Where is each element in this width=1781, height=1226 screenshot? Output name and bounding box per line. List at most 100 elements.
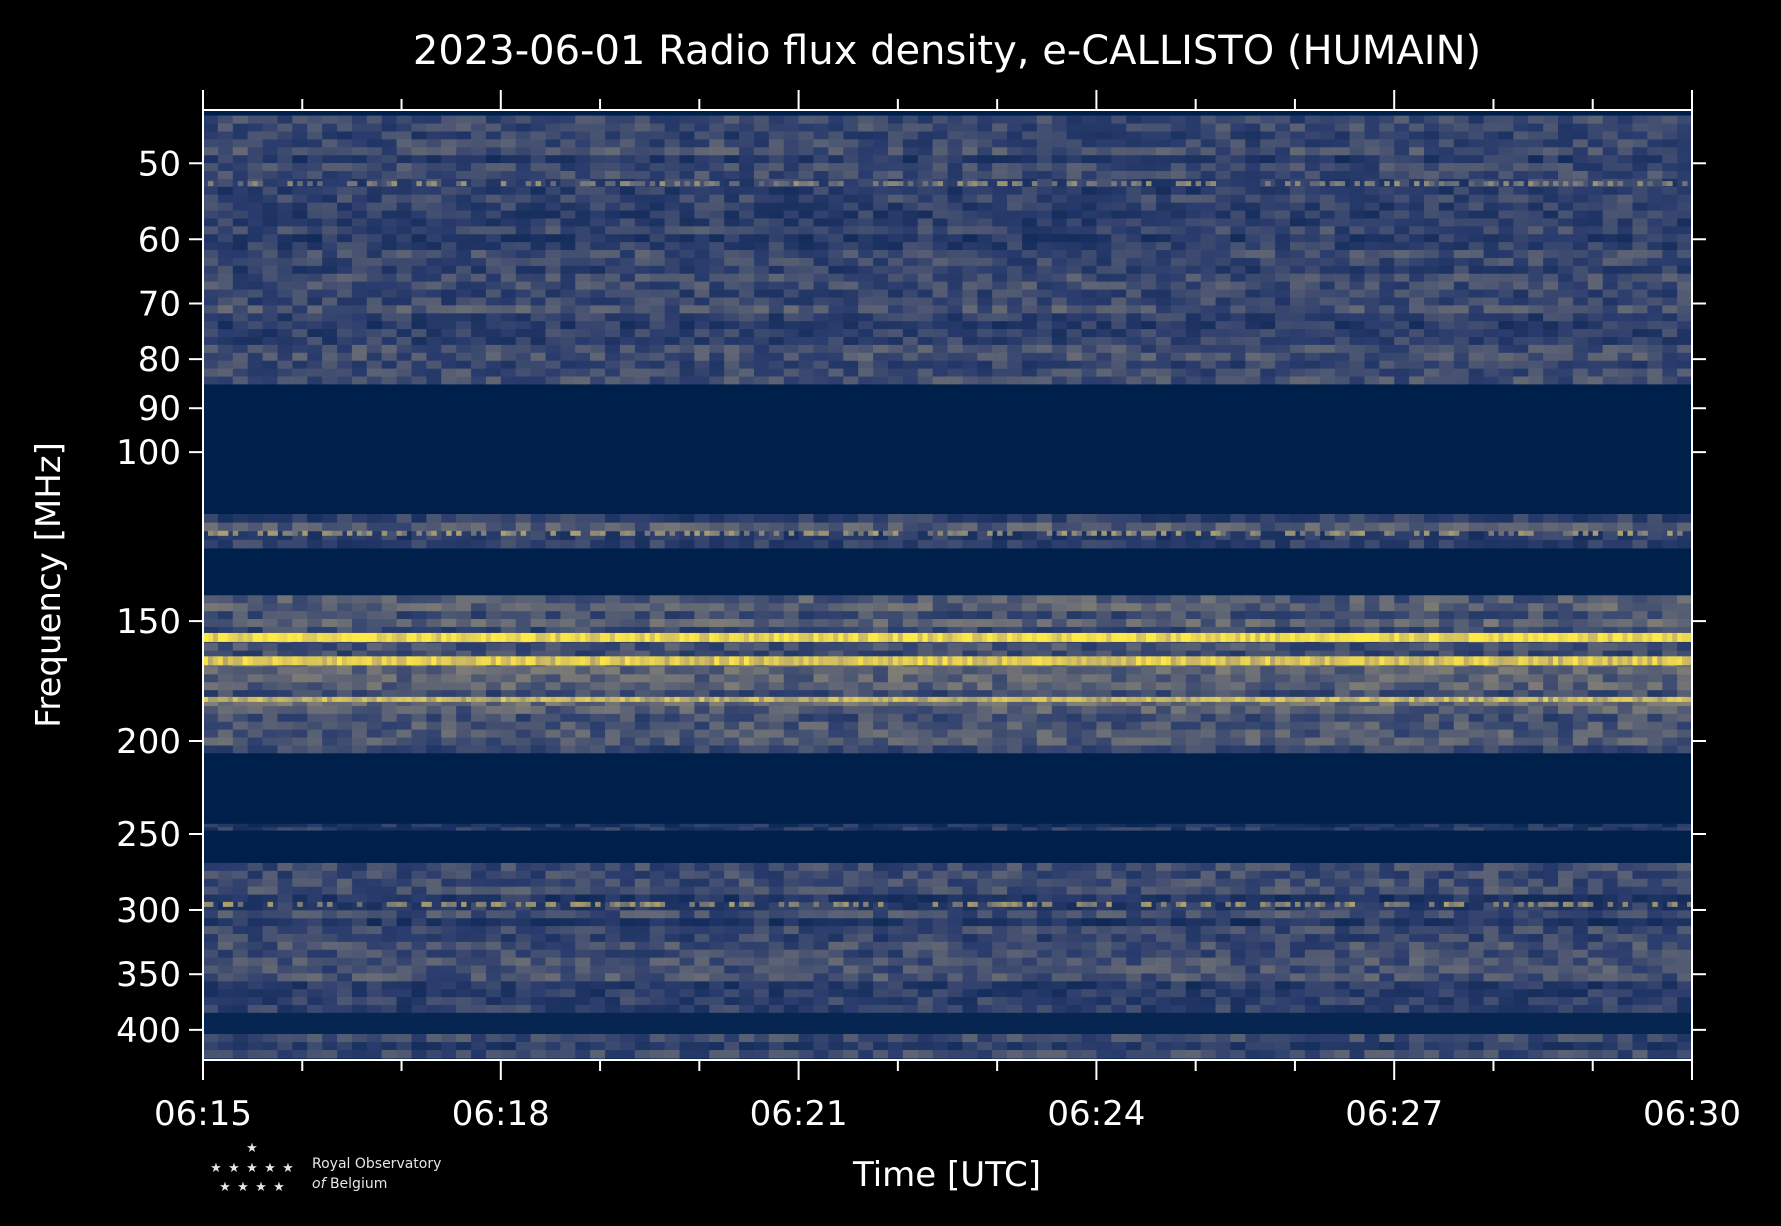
- band-cell: [694, 353, 709, 361]
- band-cell: [1111, 234, 1126, 242]
- band-cell: [709, 218, 724, 226]
- band-cell: [1245, 234, 1260, 242]
- band-cell: [1528, 595, 1543, 603]
- band-cell: [263, 282, 278, 290]
- band-cell: [635, 643, 650, 651]
- band-cell: [1350, 163, 1365, 171]
- band-cell: [590, 290, 605, 298]
- band-cell: [635, 124, 650, 132]
- band-cell: [590, 540, 605, 549]
- band-cell: [1126, 203, 1141, 211]
- band-cell: [873, 603, 888, 611]
- band-cell: [918, 274, 933, 282]
- band-cell: [367, 147, 382, 155]
- band-cell: [307, 619, 322, 627]
- band-cell: [1275, 611, 1290, 619]
- band-cell: [903, 139, 918, 147]
- band-cell: [352, 353, 367, 361]
- band-cell: [679, 540, 694, 549]
- band-cell: [1409, 523, 1424, 532]
- band-cell: [1126, 313, 1141, 321]
- band-cell: [1201, 369, 1216, 377]
- band-cell: [828, 297, 843, 305]
- band-cell: [1498, 218, 1513, 226]
- band-cell: [218, 218, 233, 226]
- band-cell: [1379, 266, 1394, 274]
- band-cell: [1037, 345, 1052, 353]
- band-cell: [411, 321, 426, 329]
- band-cell: [248, 187, 263, 195]
- band-cell: [1335, 611, 1350, 619]
- band-cell: [873, 514, 888, 523]
- band-cell: [322, 139, 337, 147]
- band-cell: [1454, 139, 1469, 147]
- band-cell: [382, 345, 397, 353]
- band-cell: [1439, 290, 1454, 298]
- band-cell: [605, 666, 620, 674]
- band-cell: [724, 523, 739, 532]
- band-cell: [620, 377, 635, 385]
- band-cell: [560, 211, 575, 219]
- band-cell: [1513, 523, 1528, 532]
- band-cell: [813, 290, 828, 298]
- band-cell: [1379, 131, 1394, 139]
- band-cell: [1186, 250, 1201, 258]
- band-cell: [1171, 369, 1186, 377]
- band-cell: [411, 643, 426, 651]
- band-cell: [263, 682, 278, 690]
- band-cell: [1067, 369, 1082, 377]
- band-cell: [1156, 540, 1171, 549]
- band-cell: [962, 155, 977, 163]
- band-cell: [456, 321, 471, 329]
- band-cell: [605, 619, 620, 627]
- band-cell: [1409, 266, 1424, 274]
- band-cell: [888, 674, 903, 682]
- band-cell: [456, 147, 471, 155]
- band-cell: [322, 595, 337, 603]
- band-cell: [1022, 290, 1037, 298]
- band-cell: [1350, 353, 1365, 361]
- band-cell: [1573, 242, 1588, 250]
- band-cell: [590, 147, 605, 155]
- band-cell: [1082, 619, 1097, 627]
- band-cell: [1111, 258, 1126, 266]
- band-cell: [1037, 595, 1052, 603]
- band-cell: [590, 163, 605, 171]
- band-cell: [992, 147, 1007, 155]
- band-cell: [635, 337, 650, 345]
- band-cell: [1052, 361, 1067, 369]
- band-cell: [1394, 147, 1409, 155]
- band-cell: [277, 131, 292, 139]
- band-cell: [1409, 337, 1424, 345]
- band-cell: [471, 666, 486, 674]
- band-cell: [1558, 619, 1573, 627]
- band-cell: [1305, 163, 1320, 171]
- band-cell: [1632, 595, 1647, 603]
- band-cell: [1498, 603, 1513, 611]
- band-cell: [1484, 674, 1499, 682]
- band-cell: [977, 297, 992, 305]
- band-cell: [1647, 619, 1662, 627]
- band-cell: [1439, 682, 1454, 690]
- band-cell: [1305, 619, 1320, 627]
- band-cell: [635, 666, 650, 674]
- band-cell: [1588, 297, 1603, 305]
- band-cell: [1305, 643, 1320, 651]
- band-cell: [1379, 377, 1394, 385]
- band-cell: [1394, 131, 1409, 139]
- band-cell: [1305, 242, 1320, 250]
- band-cell: [352, 226, 367, 234]
- band-cell: [1543, 611, 1558, 619]
- band-cell: [709, 195, 724, 203]
- band-cell: [1156, 274, 1171, 282]
- band-cell: [992, 266, 1007, 274]
- band-cell: [545, 337, 560, 345]
- band-cell: [277, 203, 292, 211]
- band-cell: [426, 258, 441, 266]
- band-cell: [813, 540, 828, 549]
- band-cell: [694, 171, 709, 179]
- band-cell: [903, 297, 918, 305]
- band-cell: [650, 290, 665, 298]
- band-cell: [545, 139, 560, 147]
- band-cell: [1245, 131, 1260, 139]
